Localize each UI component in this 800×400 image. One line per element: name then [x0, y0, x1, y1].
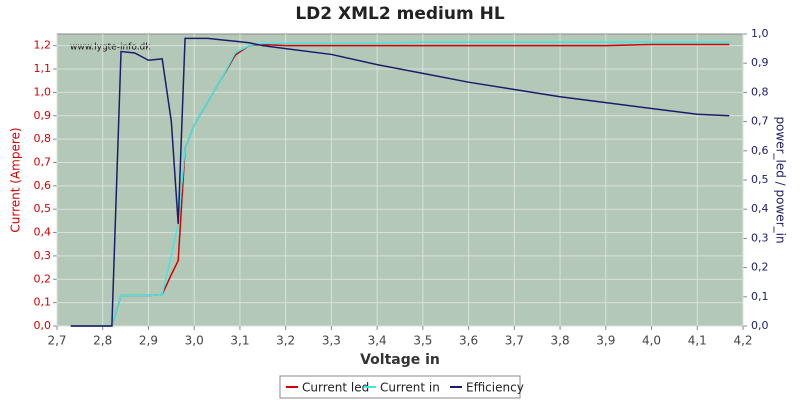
- x-tick-label: 3,7: [505, 334, 524, 348]
- legend-label: Current led: [302, 381, 369, 395]
- x-tick-label: 3,3: [322, 334, 341, 348]
- legend: [279, 375, 521, 399]
- y-tick-label: 0,2: [34, 272, 52, 285]
- y2-tick-label: 1,0: [751, 27, 769, 40]
- y2-tick-label: 0,0: [751, 319, 769, 332]
- series-line: [70, 41, 730, 327]
- x-tick-label: 4,1: [688, 334, 707, 348]
- watermark: www.lygte-info.dk: [70, 43, 151, 53]
- y2-tick-label: 0,7: [751, 115, 769, 128]
- y-tick-label: 0,0: [34, 319, 52, 332]
- x-tick-label: 3,1: [230, 334, 249, 348]
- y2-tick-label: 0,9: [751, 56, 769, 69]
- y-tick-label: 0,5: [34, 202, 52, 215]
- x-tick-label: 4,2: [733, 334, 752, 348]
- y-tick-label: 0,7: [34, 155, 52, 168]
- y-tick-label: 1,1: [34, 62, 52, 75]
- y2-tick-label: 0,5: [751, 173, 769, 186]
- y2-tick-label: 0,6: [751, 144, 769, 157]
- y-tick-label: 0,1: [34, 296, 52, 309]
- y-tick-label: 1,2: [34, 39, 52, 52]
- y-tick-label: 0,9: [34, 109, 52, 122]
- x-tick-label: 3,8: [551, 334, 570, 348]
- x-tick-label: 3,2: [276, 334, 295, 348]
- y2-tick-label: 0,4: [751, 202, 769, 215]
- x-tick-label: 4,0: [642, 334, 661, 348]
- y-tick-label: 1,0: [34, 85, 52, 98]
- x-tick-label: 3,9: [596, 334, 615, 348]
- y-tick-label: 0,4: [34, 226, 52, 239]
- chart-title: LD2 XML2 medium HL: [295, 4, 504, 24]
- x-axis-label: Voltage in: [360, 352, 440, 368]
- y2-tick-label: 0,3: [751, 231, 769, 244]
- y-tick-label: 0,8: [34, 132, 52, 145]
- plot-area: [56, 33, 744, 327]
- y2-tick-label: 0,2: [751, 261, 769, 274]
- legend-label: Efficiency: [466, 381, 524, 395]
- x-tick-label: 3,4: [368, 334, 387, 348]
- series-line: [70, 37, 730, 327]
- x-tick-label: 3,5: [413, 334, 432, 348]
- y2-tick-label: 0,8: [751, 85, 769, 98]
- x-tick-label: 2,7: [47, 334, 66, 348]
- legend-label: Current in: [380, 381, 440, 395]
- y2-axis-label: power_led / power_in: [774, 116, 788, 243]
- y-tick-label: 0,3: [34, 249, 52, 262]
- y-axis-label: Current (Ampere): [9, 127, 23, 232]
- x-tick-label: 2,9: [139, 334, 158, 348]
- x-tick-label: 3,6: [459, 334, 478, 348]
- y2-tick-label: 0,1: [751, 290, 769, 303]
- x-tick-label: 3,0: [185, 334, 204, 348]
- x-tick-label: 2,8: [93, 334, 112, 348]
- y-tick-label: 0,6: [34, 179, 52, 192]
